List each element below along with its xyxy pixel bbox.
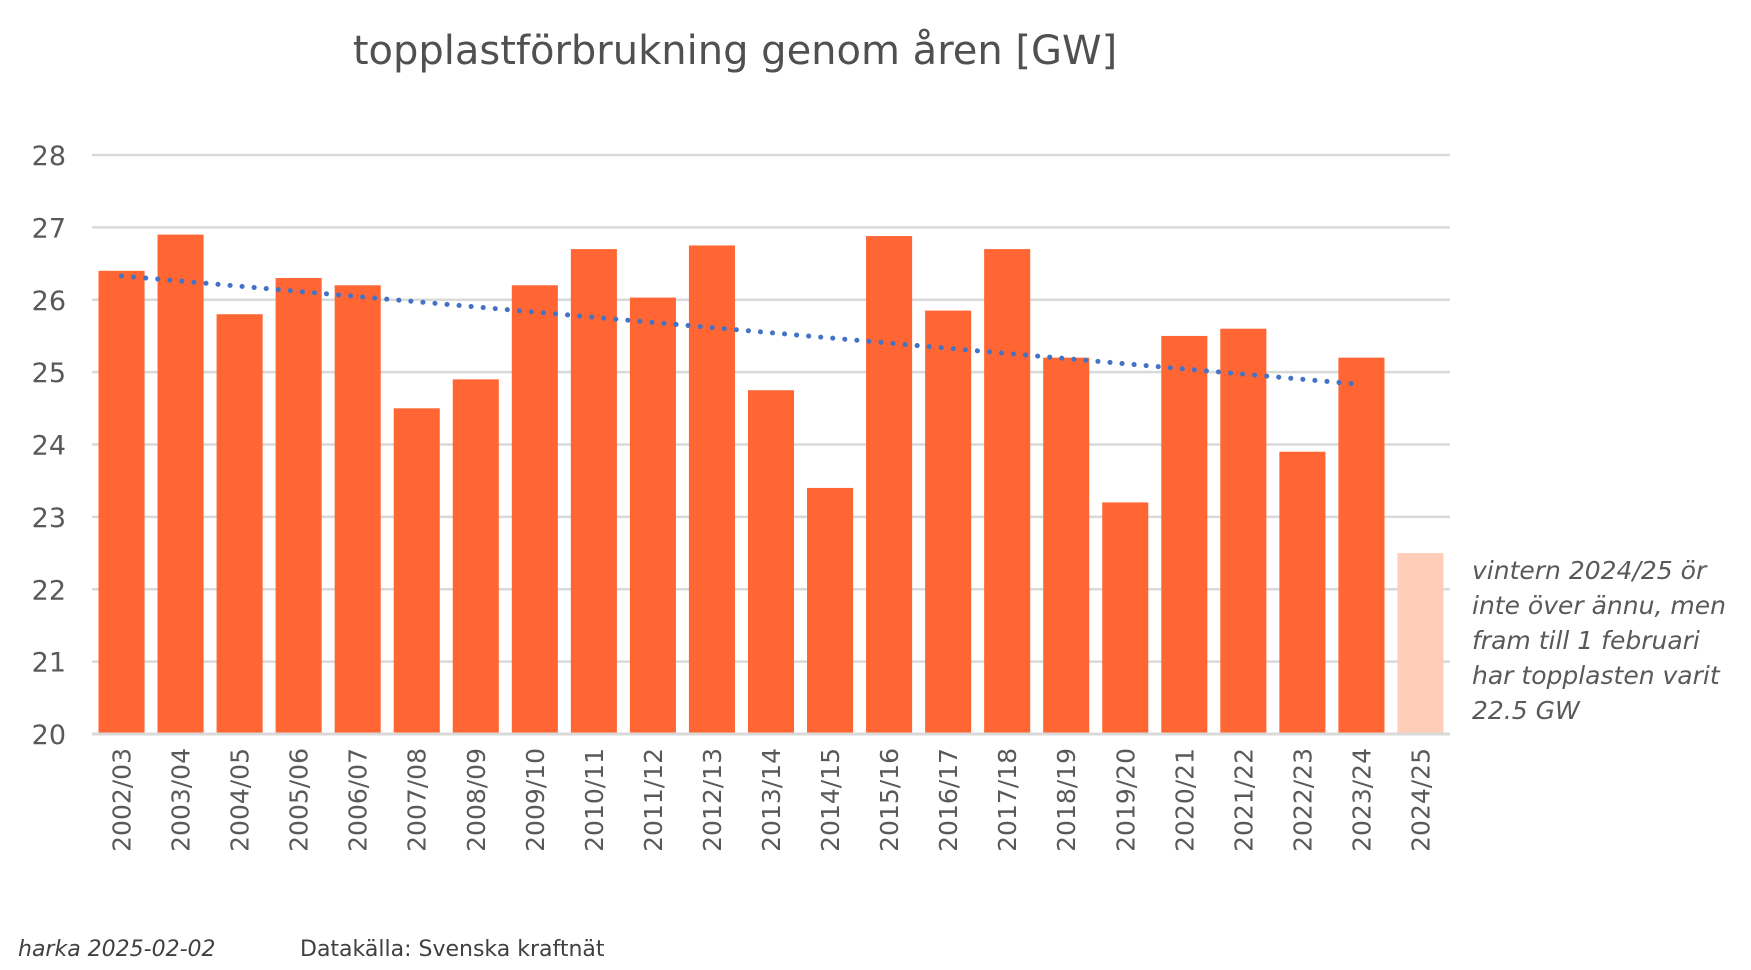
x-tick-label: 2017/18 [993, 748, 1022, 852]
x-tick-label: 2009/10 [521, 748, 550, 852]
x-tick-label: 2002/03 [108, 748, 137, 852]
y-tick-label: 28 [32, 141, 66, 172]
bar [807, 487, 854, 734]
x-tick-label: 2013/14 [757, 748, 786, 852]
bar [216, 314, 263, 734]
x-tick-label: 2006/07 [344, 748, 373, 852]
bar [570, 249, 617, 734]
x-tick-label: 2021/22 [1229, 748, 1258, 852]
bar [157, 234, 204, 735]
y-tick-label: 27 [32, 213, 66, 244]
y-tick-label: 21 [32, 648, 66, 679]
trendline [119, 273, 1364, 387]
bar [984, 249, 1031, 734]
footer-source: Datakälla: Svenska kraftnät [300, 937, 605, 962]
bar [1161, 335, 1208, 734]
bar [452, 379, 499, 734]
y-tick-label: 25 [32, 358, 66, 389]
annotation-note: vintern 2024/25 ör inte över ännu, men f… [1472, 556, 1726, 725]
y-tick-label: 22 [32, 575, 66, 606]
x-tick-label: 2007/08 [403, 748, 432, 852]
x-tick-label: 2010/11 [580, 748, 609, 852]
x-tick-label: 2015/16 [875, 748, 904, 852]
bar [1338, 357, 1385, 734]
x-tick-label: 2011/12 [639, 748, 668, 852]
bar [747, 390, 795, 734]
bar [275, 278, 322, 734]
bar [334, 285, 381, 734]
footer-author: harka 2025-02-02 [18, 937, 216, 962]
x-tick-label: 2016/17 [934, 748, 963, 852]
x-tick-label: 2018/19 [1052, 748, 1081, 852]
bar [925, 310, 972, 734]
y-tick-label: 24 [32, 431, 66, 462]
bar [98, 270, 145, 734]
x-tick-label: 2004/05 [226, 748, 255, 852]
bar [1279, 451, 1326, 734]
x-tick-label: 2014/15 [816, 748, 845, 852]
bar [393, 408, 440, 734]
bar [629, 297, 676, 734]
x-tick-label: 2023/24 [1347, 748, 1376, 852]
x-tick-label: 2008/09 [462, 748, 491, 852]
bar [1043, 357, 1090, 734]
x-tick-label: 2020/21 [1170, 748, 1199, 852]
bar [511, 285, 558, 734]
x-tick-label: 2024/25 [1406, 748, 1435, 852]
chart-title: topplastförbrukning genom åren [GW] [352, 28, 1118, 74]
bar [688, 245, 735, 734]
bar [866, 236, 913, 734]
x-tick-label: 2003/04 [167, 748, 196, 852]
y-tick-label: 26 [32, 286, 66, 317]
x-tick-label: 2012/13 [698, 748, 727, 852]
bar [1397, 553, 1444, 734]
x-tick-label: 2005/06 [285, 748, 314, 852]
y-tick-label: 23 [32, 503, 66, 534]
bar [1220, 328, 1267, 734]
x-tick-label: 2019/20 [1111, 748, 1140, 852]
bar [1102, 502, 1149, 734]
x-tick-label: 2022/23 [1288, 748, 1317, 852]
y-tick-label: 20 [32, 720, 66, 751]
